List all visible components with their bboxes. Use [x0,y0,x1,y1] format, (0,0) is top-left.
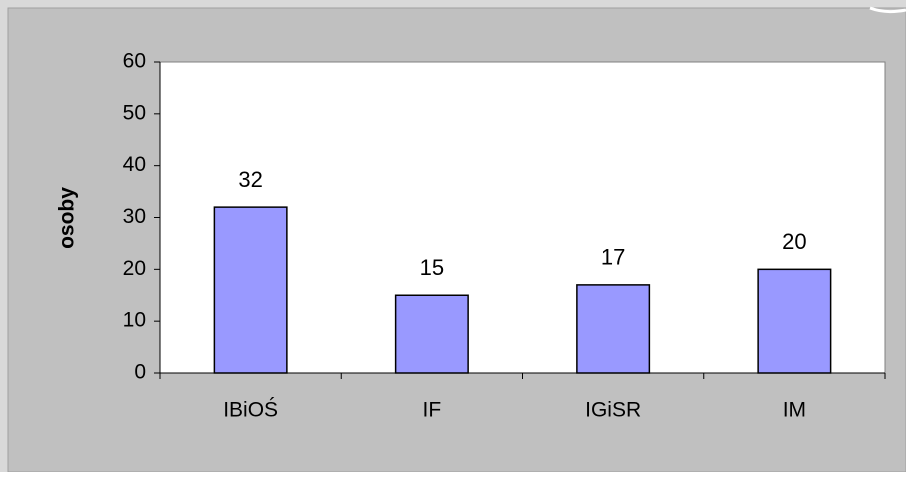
x-tick-label: IF [423,399,442,422]
bar [576,284,651,374]
y-tick-label: 0 [134,361,146,384]
x-tick-label: IM [783,399,806,422]
y-tick-label: 10 [123,309,146,332]
y-tick-label: 60 [123,50,146,73]
x-tick-label: IBiOŚ [223,398,278,422]
data-label: 20 [782,229,806,254]
y-tick-label: 20 [123,257,146,280]
y-axis-title: osoby [56,187,79,249]
y-tick-label: 30 [123,205,146,228]
corner-curl [869,6,906,14]
data-label: 32 [238,167,262,192]
bar [757,268,832,374]
bar [394,294,469,374]
y-tick-label: 50 [123,101,146,124]
data-label: 17 [601,245,625,270]
bar [213,206,288,374]
y-tick-label: 40 [123,153,146,176]
data-label: 15 [420,255,444,280]
x-tick-label: IGiSR [585,399,641,422]
